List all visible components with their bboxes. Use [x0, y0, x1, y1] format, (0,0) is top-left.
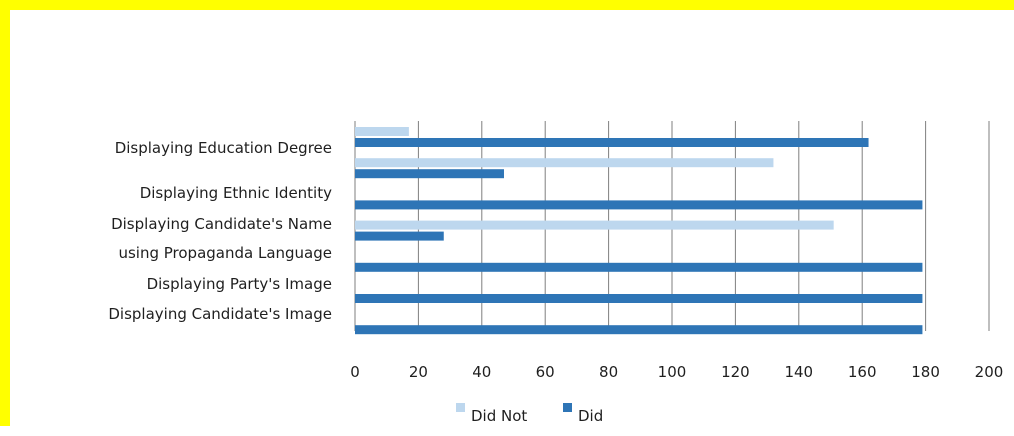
legend-label-did: Did — [578, 407, 603, 425]
bar-did-group-3 — [355, 200, 923, 210]
x-tick-label-200: 200 — [975, 363, 1004, 381]
legend: Did Not Did — [456, 403, 603, 425]
bar-did-not-group-2 — [355, 158, 774, 168]
category-label-1: Displaying Education Degree — [115, 139, 332, 157]
x-tick-label-60: 60 — [536, 363, 555, 381]
category-label-6: Displaying Candidate's Image — [108, 305, 332, 323]
x-tick-labels: 0 20 40 60 80 100 120 140 160 180 200 — [350, 363, 1003, 381]
x-tick-label-140: 140 — [784, 363, 813, 381]
category-label-5: Displaying Party's Image — [147, 275, 332, 293]
bar-did-not-group-1 — [355, 127, 409, 136]
bar-did-group-2 — [355, 169, 504, 179]
bar-did-group-6 — [355, 294, 923, 303]
x-tick-label-80: 80 — [599, 363, 618, 381]
x-tick-label-20: 20 — [409, 363, 428, 381]
bar-did-not-group-4 — [355, 220, 834, 230]
bars — [355, 127, 923, 335]
x-tick-label-180: 180 — [911, 363, 940, 381]
x-tick-label-40: 40 — [472, 363, 491, 381]
bar-did-group-5 — [355, 262, 923, 272]
legend-swatch-did — [563, 403, 572, 412]
legend-swatch-did-not — [456, 403, 465, 412]
category-label-4: using Propaganda Language — [118, 244, 332, 262]
chart-frame: Displaying Education Degree Displaying E… — [0, 0, 1014, 426]
bar-did-group-4 — [355, 231, 444, 241]
x-tick-label-160: 160 — [848, 363, 877, 381]
x-tick-label-120: 120 — [721, 363, 750, 381]
category-labels: Displaying Education Degree Displaying E… — [108, 139, 332, 323]
category-label-2: Displaying Ethnic Identity — [140, 184, 332, 202]
x-tick-label-0: 0 — [350, 363, 360, 381]
bar-did-group-7 — [355, 325, 923, 335]
bar-chart: Displaying Education Degree Displaying E… — [108, 121, 1003, 425]
category-label-3: Displaying Candidate's Name — [111, 215, 332, 233]
bar-did-group-1 — [355, 138, 869, 147]
x-tick-label-100: 100 — [658, 363, 687, 381]
legend-label-did-not: Did Not — [471, 407, 527, 425]
